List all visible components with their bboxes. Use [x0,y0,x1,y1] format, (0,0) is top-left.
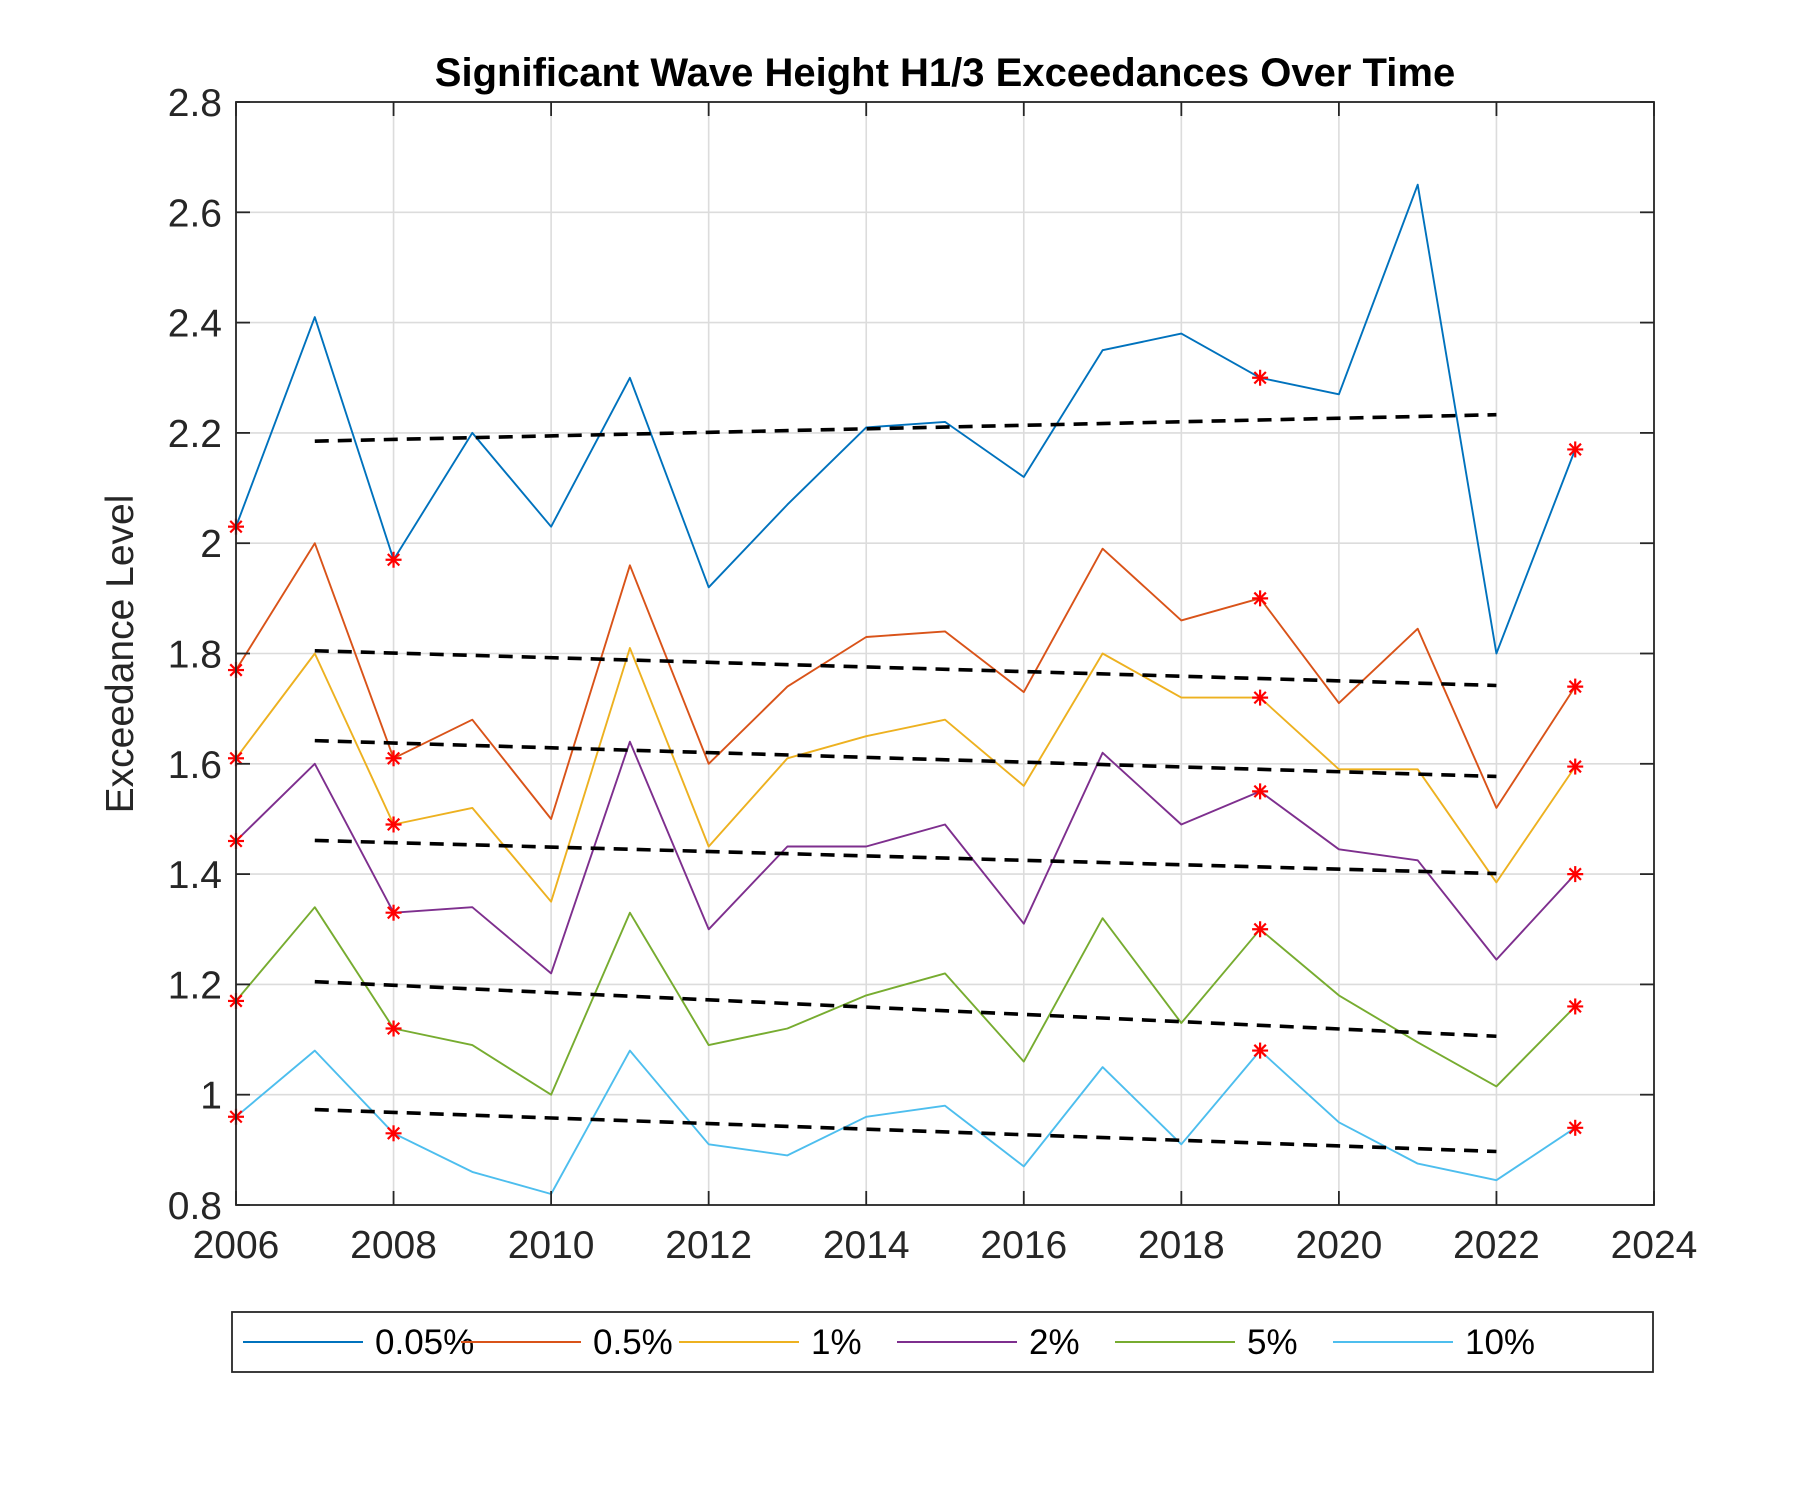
y-tick-label: 2 [200,523,222,566]
series-line-2% [235,740,1576,975]
legend-label: 10% [1465,1323,1535,1362]
y-tick-label: 2.6 [168,192,222,235]
x-tick-label: 2018 [1138,1224,1225,1267]
highlight-marker [385,1020,402,1037]
x-tick-label: 2008 [350,1224,437,1267]
y-tick-label: 2.2 [168,413,222,456]
legend-label: 0.05% [375,1323,474,1362]
y-tick-label: 1.4 [168,854,222,897]
x-tick-label: 2016 [980,1224,1067,1267]
series-lines [235,183,1577,1195]
highlight-marker [1252,921,1269,938]
legend-label: 1% [811,1323,862,1362]
series-line-5% [235,906,1576,1096]
axis-ticks: 2006 2008 2010 2012 2014 2016 2018 2020 2022 2024… [168,82,1698,1267]
x-tick-label: 2012 [665,1224,752,1267]
highlight-marker [1567,441,1584,458]
legend-label: 5% [1247,1323,1298,1362]
highlight-marker [1252,590,1269,607]
y-tick-label: 0.8 [168,1185,222,1228]
legend: 0.05% 0.5% 1% 2% 5% 10% [231,1311,1654,1373]
highlight-marker [1252,783,1269,800]
y-tick-label: 1.2 [168,964,222,1007]
highlight-marker [385,750,402,767]
trend-line [314,838,1497,876]
highlight-marker [385,1125,402,1142]
y-tick-label: 1.8 [168,634,222,677]
trend-line [314,738,1497,779]
highlight-marker [1567,678,1584,695]
x-tick-label: 2014 [823,1224,910,1267]
series-line-10% [235,1049,1576,1195]
y-tick-label: 1.6 [168,744,222,787]
legend-label: 0.5% [593,1323,673,1362]
y-axis-label: Exceedance Level [99,495,142,814]
x-tick-label: 2010 [508,1224,595,1267]
x-tick-label: 2006 [193,1224,280,1267]
highlight-marker [1567,866,1584,883]
trend-line [314,1107,1497,1154]
highlight-marker [1567,758,1584,775]
x-tick-label: 2022 [1453,1224,1540,1267]
highlight-marker [1567,1119,1584,1136]
highlight-marker [1252,689,1269,706]
highlight-marker [1252,369,1269,386]
y-tick-label: 1 [200,1075,222,1118]
trend-lines [314,412,1497,1154]
highlight-markers [228,369,1584,1142]
series-line-1% [235,647,1576,903]
x-tick-label: 2020 [1296,1224,1383,1267]
series-line-0.05% [235,183,1577,655]
highlight-marker [1252,1042,1269,1059]
trend-line [314,979,1497,1039]
x-tick-label: 2024 [1611,1224,1698,1267]
y-tick-label: 2.8 [168,82,222,125]
highlight-marker [385,904,402,921]
chart-title: Significant Wave Height H1/3 Exceedances… [435,51,1455,95]
y-tick-label: 2.4 [168,303,222,346]
grid-lines [235,101,1655,1206]
series-line-0.5% [235,542,1576,820]
legend-label: 2% [1029,1323,1080,1362]
highlight-marker [385,816,402,833]
highlight-marker [385,551,402,568]
trend-line [314,412,1497,443]
highlight-marker [1567,998,1584,1015]
trend-line [314,648,1497,688]
